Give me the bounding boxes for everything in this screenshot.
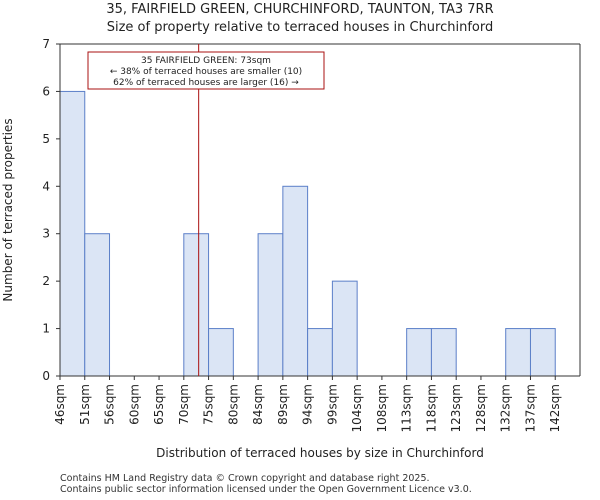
x-tick-123sqm: 123sqm — [449, 384, 463, 432]
x-tick-142sqm: 142sqm — [548, 384, 562, 432]
x-tick-94sqm: 94sqm — [301, 384, 315, 425]
bar-113sqm — [406, 328, 432, 377]
x-tick-108sqm: 108sqm — [375, 384, 389, 432]
y-tick-5: 5 — [42, 132, 50, 146]
bar-89sqm — [282, 185, 309, 377]
y-tick-1: 1 — [42, 322, 50, 336]
chart-title: 35, FAIRFIELD GREEN, CHURCHINFORD, TAUNT… — [106, 2, 493, 17]
x-tick-51sqm: 51sqm — [78, 384, 92, 425]
x-tick-60sqm: 60sqm — [127, 384, 141, 425]
bar-70sqm — [183, 233, 210, 377]
x-tick-118sqm: 118sqm — [424, 384, 438, 432]
x-tick-104sqm: 104sqm — [350, 384, 364, 432]
x-tick-84sqm: 84sqm — [251, 384, 265, 425]
x-tick-65sqm: 65sqm — [152, 384, 166, 425]
footer-line-2: Contains public sector information licen… — [60, 484, 472, 495]
bar-99sqm — [331, 280, 358, 377]
x-tick-46sqm: 46sqm — [53, 384, 67, 425]
x-tick-80sqm: 80sqm — [226, 384, 240, 425]
bar-132sqm — [505, 328, 531, 377]
annotation-line-2: ← 38% of terraced houses are smaller (10… — [110, 67, 302, 77]
x-tick-113sqm: 113sqm — [400, 384, 414, 432]
y-tick-3: 3 — [42, 227, 50, 241]
plot-area: 0 1 2 3 4 5 6 7 46sqm 51sqm 56sqm 60sqm 65sqm 70sqm 75… — [42, 37, 581, 432]
bar-94sqm — [307, 328, 333, 377]
annotation-box — [87, 51, 325, 90]
annotation-line-3: 62% of terraced houses are larger (16) → — [113, 78, 299, 88]
x-tick-137sqm: 137sqm — [523, 384, 537, 432]
bar-75sqm — [208, 328, 234, 377]
bar-46sqm — [59, 90, 86, 377]
y-axis-label: Number of terraced properties — [1, 118, 15, 301]
annotation-line-1: 35 FAIRFIELD GREEN: 73sqm — [141, 56, 271, 66]
x-tick-132sqm: 132sqm — [499, 384, 513, 432]
y-tick-4: 4 — [42, 179, 50, 193]
x-tick-75sqm: 75sqm — [202, 384, 216, 425]
bar-137sqm — [529, 328, 556, 377]
footer-line-1: Contains HM Land Registry data © Crown c… — [60, 473, 430, 484]
x-tick-56sqm: 56sqm — [103, 384, 117, 425]
y-tick-2: 2 — [42, 274, 50, 288]
chart-subtitle: Size of property relative to terraced ho… — [107, 20, 494, 35]
y-tick-6: 6 — [42, 84, 50, 98]
bar-51sqm — [84, 233, 111, 377]
x-tick-99sqm: 99sqm — [325, 384, 339, 425]
x-tick-128sqm: 128sqm — [474, 384, 488, 432]
bar-84sqm — [257, 233, 284, 377]
y-tick-0: 0 — [42, 369, 50, 383]
x-tick-89sqm: 89sqm — [276, 384, 290, 425]
x-tick-70sqm: 70sqm — [177, 384, 191, 425]
x-axis-label: Distribution of terraced houses by size … — [156, 446, 484, 460]
bar-118sqm — [430, 328, 457, 377]
y-tick-7: 7 — [42, 37, 50, 51]
